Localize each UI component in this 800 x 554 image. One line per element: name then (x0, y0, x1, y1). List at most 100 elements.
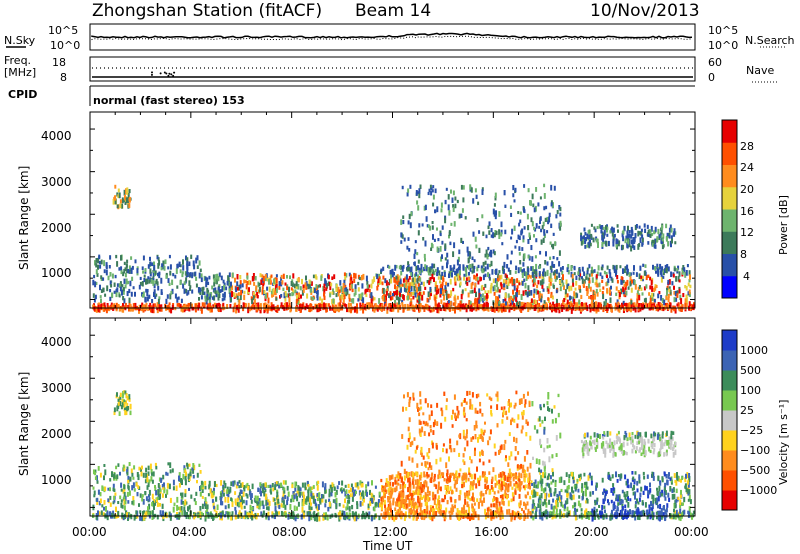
power-echo (167, 266, 170, 270)
power-echo (403, 237, 406, 242)
power-echo (414, 249, 417, 254)
power-echo (680, 298, 683, 305)
power-echo (501, 266, 504, 271)
velocity-echo (143, 514, 146, 521)
velocity-echo (312, 498, 315, 504)
power-echo (543, 231, 546, 236)
power-echo (431, 263, 434, 269)
velocity-echo (361, 490, 364, 497)
power-echo (370, 295, 373, 301)
power-echo (424, 204, 427, 211)
power-echo (312, 287, 315, 293)
velocity-echo (336, 485, 339, 490)
power-echo (232, 306, 235, 313)
velocity-echo (146, 485, 149, 490)
velocity-echo (455, 512, 458, 518)
power-echo (676, 268, 679, 272)
power-echo (240, 290, 243, 296)
velocity-echo (245, 500, 248, 506)
power-echo (590, 233, 593, 239)
power-echo (685, 286, 688, 291)
power-echo (150, 278, 153, 284)
power-echo (454, 276, 457, 282)
power-echo (472, 307, 475, 311)
power-echo (566, 305, 569, 310)
power-echo (599, 302, 602, 309)
power-echo (625, 235, 628, 240)
velocity-echo (200, 480, 203, 485)
velocity-echo (541, 515, 544, 521)
power-echo (406, 303, 409, 308)
velocity-echo (185, 471, 187, 478)
velocity-echo (627, 501, 630, 508)
power-echo (586, 287, 589, 294)
power-echo (483, 302, 486, 307)
velocity-echo (298, 491, 301, 497)
power-echo (218, 272, 221, 278)
power-echo (610, 285, 612, 290)
velocity-echo (270, 491, 273, 495)
power-echo (305, 281, 308, 287)
power-echo (626, 303, 629, 307)
power-echo (142, 270, 145, 274)
velocity-echo (486, 486, 488, 491)
velocity-echo (254, 495, 257, 501)
power-echo (595, 238, 598, 243)
power-echo (97, 264, 99, 270)
velocity-echo (355, 515, 358, 522)
velocity-echo (681, 476, 684, 481)
power-echo (518, 222, 521, 227)
power-echo (596, 271, 599, 277)
power-echo (530, 245, 533, 251)
power-echo (440, 299, 443, 305)
velocity-echo (539, 514, 542, 520)
power-echo (199, 268, 202, 273)
velocity-echo (144, 512, 147, 519)
velocity-echo (301, 506, 304, 513)
velocity-echo (161, 493, 164, 498)
velocity-echo (624, 511, 627, 517)
power-echo (412, 277, 415, 283)
power-echo (458, 213, 461, 219)
power-echo (500, 221, 503, 228)
velocity-echo (338, 503, 341, 507)
velocity-echo (168, 511, 171, 517)
power-echo (241, 283, 244, 288)
velocity-echo (442, 498, 445, 503)
power-echo (657, 302, 660, 306)
velocity-echo (495, 512, 498, 517)
power-echo (352, 298, 355, 304)
power-echo (626, 242, 629, 248)
power-echo (418, 188, 421, 194)
power-echo (366, 284, 369, 289)
power-echo (554, 273, 557, 279)
velocity-echo (314, 502, 317, 507)
power-echo (114, 274, 117, 279)
power-echo (591, 277, 594, 283)
power-echo (402, 278, 405, 283)
power-echo (134, 302, 137, 308)
power-echo (121, 284, 124, 288)
power-echo (222, 279, 225, 284)
velocity-echo (181, 492, 184, 498)
velocity-echo (324, 490, 327, 494)
power-echo (395, 265, 398, 269)
power-echo (469, 184, 472, 190)
power-echo (493, 251, 496, 256)
velocity-echo (493, 491, 496, 495)
velocity-echo (431, 510, 434, 515)
power-echo (444, 199, 447, 205)
velocity-echo (234, 506, 237, 511)
power-echo (444, 217, 447, 224)
power-echo (131, 307, 134, 312)
power-echo (595, 288, 598, 294)
power-echo (186, 257, 189, 262)
power-echo (96, 273, 99, 277)
power-echo (394, 264, 397, 271)
power-echo (415, 303, 418, 309)
power-echo (659, 302, 661, 308)
velocity-echo (591, 516, 594, 522)
velocity-echo (238, 492, 241, 496)
power-echo (537, 202, 540, 207)
power-echo (211, 285, 214, 290)
